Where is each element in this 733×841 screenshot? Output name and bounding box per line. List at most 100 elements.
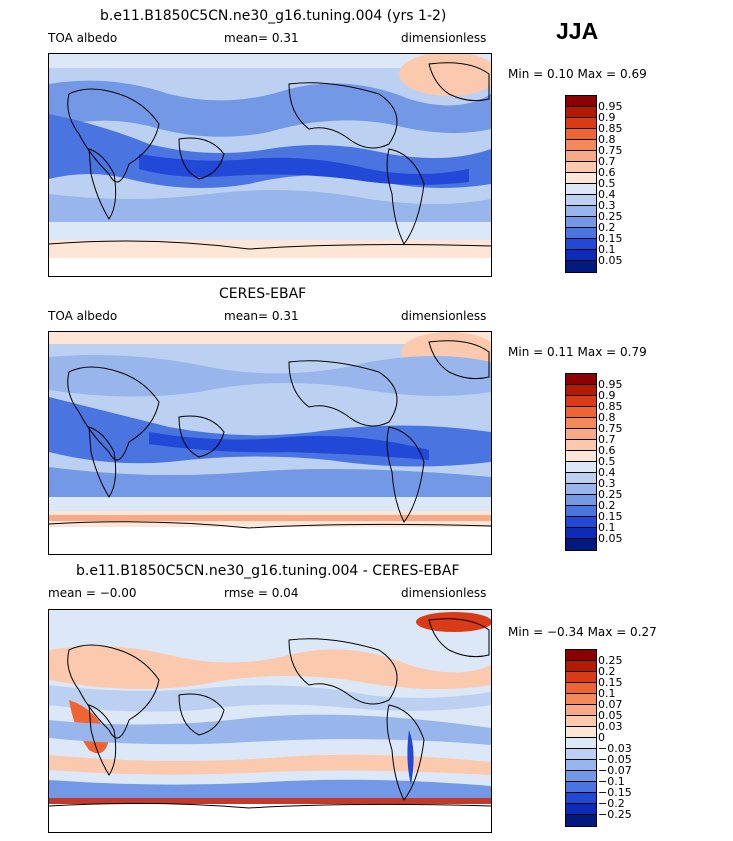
panel-3-title: b.e11.B1850C5CN.ne30_g16.tuning.004 - CE…	[76, 563, 460, 579]
colorbar-tick-label: −0.2	[598, 797, 625, 810]
colorbar-swatch	[566, 517, 596, 528]
colorbar-tick-label: 0.3	[598, 477, 616, 490]
panel-2-title: CERES-EBAF	[219, 286, 307, 302]
colorbar-swatch	[566, 151, 596, 162]
colorbar-swatch	[566, 760, 596, 771]
colorbar-tick-label: 0.05	[598, 254, 623, 267]
colorbar-tick-label: 0.8	[598, 411, 616, 424]
colorbar-swatch	[566, 771, 596, 782]
colorbar-swatch	[566, 782, 596, 793]
colorbar-tick-label: 0.2	[598, 221, 616, 234]
colorbar-tick-label: 0.25	[598, 488, 623, 501]
colorbar-swatch	[566, 539, 596, 550]
colorbar-tick-label: 0.7	[598, 433, 616, 446]
colorbar-tick-label: 0.25	[598, 210, 623, 223]
colorbar-tick-label: 0.1	[598, 521, 616, 534]
colorbar-tick-label: −0.03	[598, 742, 632, 755]
colorbar-swatch	[566, 162, 596, 173]
colorbar-swatch	[566, 495, 596, 506]
colorbar-swatch	[566, 528, 596, 539]
colorbar-swatch	[566, 418, 596, 429]
colorbar-swatch	[566, 440, 596, 451]
panel-1-units-label: dimensionless	[401, 31, 487, 45]
panel-2-map-field	[49, 332, 491, 554]
colorbar-tick-label: 0.4	[598, 466, 616, 479]
colorbar-swatch	[566, 107, 596, 118]
colorbar-tick-label: 0.15	[598, 676, 623, 689]
colorbar-tick-label: 0.8	[598, 133, 616, 146]
colorbar-tick-label: 0.75	[598, 422, 623, 435]
panel-1-mean-label: mean= 0.31	[224, 31, 299, 45]
panel-1-title: b.e11.B1850C5CN.ne30_g16.tuning.004 (yrs…	[100, 8, 447, 24]
colorbar-swatch	[566, 694, 596, 705]
panel-1-minmax-label: Min = 0.10 Max = 0.69	[508, 67, 647, 81]
colorbar-swatch	[566, 650, 596, 661]
colorbar-tick-label: 0.1	[598, 243, 616, 256]
colorbar-tick-label: 0.6	[598, 166, 616, 179]
colorbar-swatch	[566, 506, 596, 517]
panel-3-colorbar	[565, 649, 597, 827]
colorbar-swatch	[566, 396, 596, 407]
colorbar-tick-label: −0.25	[598, 808, 632, 821]
colorbar-swatch	[566, 206, 596, 217]
panel-2-minmax-label: Min = 0.11 Max = 0.79	[508, 345, 647, 359]
colorbar-swatch	[566, 738, 596, 749]
colorbar-swatch	[566, 705, 596, 716]
colorbar-swatch	[566, 716, 596, 727]
colorbar-tick-label: 0.95	[598, 378, 623, 391]
panel-3-rmse-label: rmse = 0.04	[224, 586, 299, 600]
colorbar-swatch	[566, 129, 596, 140]
panel-2-units-label: dimensionless	[401, 309, 487, 323]
colorbar-tick-label: 0.5	[598, 177, 616, 190]
colorbar-swatch	[566, 683, 596, 694]
panel-2-colorbar	[565, 373, 597, 551]
panel-3-map	[48, 609, 492, 833]
colorbar-swatch	[566, 261, 596, 272]
colorbar-tick-label: 0.9	[598, 389, 616, 402]
panel-2-variable-label: TOA albedo	[48, 309, 118, 323]
colorbar-tick-label: −0.15	[598, 786, 632, 799]
colorbar-tick-label: 0.85	[598, 400, 623, 413]
colorbar-tick-label: 0.07	[598, 698, 623, 711]
colorbar-tick-label: 0.9	[598, 111, 616, 124]
colorbar-swatch	[566, 407, 596, 418]
colorbar-swatch	[566, 239, 596, 250]
panel-3-mean-label: mean = −0.00	[48, 586, 137, 600]
colorbar-swatch	[566, 96, 596, 107]
colorbar-swatch	[566, 473, 596, 484]
colorbar-swatch	[566, 195, 596, 206]
colorbar-swatch	[566, 140, 596, 151]
panel-1-variable-label: TOA albedo	[48, 31, 118, 45]
colorbar-swatch	[566, 385, 596, 396]
colorbar-swatch	[566, 184, 596, 195]
colorbar-swatch	[566, 793, 596, 804]
colorbar-swatch	[566, 173, 596, 184]
panel-1-colorbar	[565, 95, 597, 273]
season-label: JJA	[556, 18, 599, 44]
colorbar-swatch	[566, 118, 596, 129]
colorbar-swatch	[566, 250, 596, 261]
colorbar-swatch	[566, 484, 596, 495]
panel-2-map	[48, 331, 492, 555]
colorbar-swatch	[566, 462, 596, 473]
colorbar-swatch	[566, 228, 596, 239]
colorbar-swatch	[566, 804, 596, 815]
colorbar-tick-label: 0.05	[598, 532, 623, 545]
colorbar-tick-label: 0.03	[598, 720, 623, 733]
colorbar-tick-label: −0.05	[598, 753, 632, 766]
colorbar-tick-label: 0.2	[598, 665, 616, 678]
colorbar-tick-label: 0.15	[598, 232, 623, 245]
colorbar-swatch	[566, 451, 596, 462]
colorbar-tick-label: 0.05	[598, 709, 623, 722]
colorbar-tick-label: −0.07	[598, 764, 632, 777]
colorbar-tick-label: 0.1	[598, 687, 616, 700]
panel-2-mean-label: mean= 0.31	[224, 309, 299, 323]
panel-3-units-label: dimensionless	[401, 586, 487, 600]
colorbar-tick-label: 0.3	[598, 199, 616, 212]
colorbar-swatch	[566, 661, 596, 672]
colorbar-swatch	[566, 815, 596, 826]
colorbar-tick-label: 0.15	[598, 510, 623, 523]
panel-3-map-field	[49, 610, 491, 832]
colorbar-swatch	[566, 749, 596, 760]
colorbar-swatch	[566, 429, 596, 440]
